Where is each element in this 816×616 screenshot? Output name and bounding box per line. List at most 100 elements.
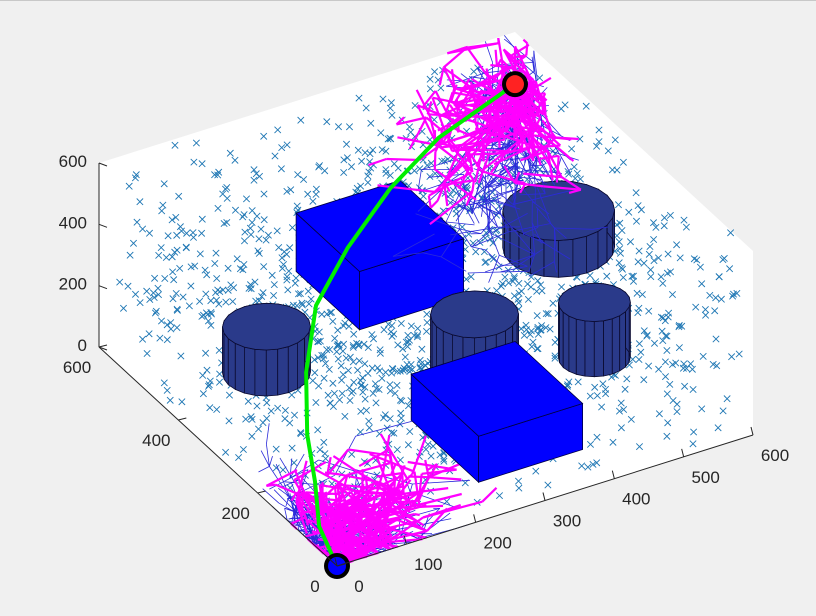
sample-point bbox=[222, 448, 230, 456]
tree-edge bbox=[293, 479, 318, 519]
tree-edge bbox=[457, 130, 482, 150]
sample-point bbox=[627, 415, 635, 423]
sample-point bbox=[604, 147, 612, 155]
sample-point bbox=[538, 287, 546, 295]
sample-point bbox=[361, 383, 369, 391]
tree-edge bbox=[553, 261, 557, 273]
sample-point bbox=[682, 223, 690, 231]
tree-edge bbox=[355, 419, 417, 437]
tree-edge bbox=[531, 56, 535, 72]
tree-edge bbox=[304, 530, 323, 538]
tree-edge bbox=[513, 129, 523, 153]
tree-edge bbox=[414, 513, 420, 517]
x-tick bbox=[611, 470, 615, 479]
sample-point bbox=[495, 492, 504, 500]
tree-edge bbox=[433, 155, 473, 193]
sample-point bbox=[354, 146, 362, 154]
sample-point bbox=[662, 332, 670, 340]
tree-edge bbox=[442, 66, 481, 95]
sample-point bbox=[565, 170, 573, 178]
sample-point bbox=[380, 326, 388, 334]
sample-point bbox=[593, 459, 601, 467]
x-tick-label: 300 bbox=[553, 512, 581, 531]
tree-edge bbox=[428, 476, 462, 481]
sample-point bbox=[534, 277, 542, 285]
tree-edge bbox=[266, 423, 270, 445]
tree-edge bbox=[560, 156, 571, 174]
sample-point bbox=[616, 249, 625, 257]
sample-point bbox=[333, 348, 341, 356]
tree-edge bbox=[396, 116, 427, 126]
sample-point bbox=[517, 287, 526, 295]
sample-point bbox=[621, 385, 629, 393]
tree-edge bbox=[525, 142, 551, 160]
tree-edge bbox=[440, 228, 460, 258]
sample-point bbox=[316, 446, 324, 454]
sample-point bbox=[702, 311, 710, 319]
sample-point bbox=[571, 174, 579, 182]
sample-point bbox=[277, 165, 285, 173]
sample-point bbox=[179, 293, 187, 301]
sample-point bbox=[404, 338, 412, 346]
sample-point bbox=[344, 366, 352, 375]
x-tick-label: 0 bbox=[354, 577, 363, 596]
sample-point bbox=[388, 111, 396, 119]
sample-point bbox=[654, 254, 663, 262]
sample-point bbox=[169, 295, 177, 303]
sample-point bbox=[278, 264, 286, 272]
sample-point bbox=[372, 399, 380, 407]
tree-edge bbox=[530, 106, 536, 125]
tree-edge bbox=[466, 46, 492, 82]
sample-point bbox=[136, 198, 144, 206]
sample-point bbox=[369, 146, 377, 154]
sample-point bbox=[406, 365, 414, 373]
sample-point bbox=[405, 123, 414, 131]
sample-point bbox=[271, 152, 279, 160]
tree-edge bbox=[348, 448, 391, 457]
sample-point bbox=[155, 251, 163, 259]
sample-point bbox=[595, 126, 603, 134]
sample-point bbox=[253, 402, 261, 410]
tree-edge bbox=[492, 131, 510, 146]
sample-point bbox=[203, 366, 211, 374]
tree-edge bbox=[537, 158, 542, 166]
z-tick-label: 400 bbox=[59, 213, 87, 232]
tree-edge bbox=[436, 148, 469, 190]
sample-point bbox=[692, 303, 700, 311]
tree-edge bbox=[418, 177, 462, 193]
tree-edge bbox=[471, 190, 486, 214]
tree-edge bbox=[500, 214, 535, 255]
tree-edge bbox=[457, 212, 460, 230]
sample-point bbox=[288, 224, 296, 232]
sample-point bbox=[260, 216, 268, 224]
sample-point bbox=[390, 429, 398, 437]
sample-point bbox=[349, 341, 357, 350]
tree-edge bbox=[269, 477, 291, 490]
sample-point bbox=[712, 335, 720, 343]
sample-point bbox=[527, 273, 535, 281]
tree-edge bbox=[347, 518, 352, 540]
sample-point bbox=[673, 408, 681, 416]
tree-edge bbox=[420, 513, 430, 540]
sample-point bbox=[284, 286, 292, 294]
tree-edge bbox=[514, 206, 524, 234]
tree-edge bbox=[274, 483, 308, 499]
tree-edge bbox=[530, 136, 536, 147]
window-top-border bbox=[0, 0, 816, 1]
obstacle-cylinder-facet bbox=[287, 342, 298, 394]
sample-point bbox=[309, 377, 317, 385]
sample-point bbox=[205, 381, 213, 389]
sample-point bbox=[680, 216, 688, 224]
z-tick bbox=[98, 223, 108, 228]
sample-point bbox=[676, 254, 684, 262]
sample-point bbox=[551, 338, 559, 346]
sample-point bbox=[315, 163, 323, 171]
obstacle-cylinder-facet bbox=[243, 346, 256, 396]
sample-point bbox=[236, 265, 244, 273]
sample-point bbox=[145, 330, 153, 338]
tree-edge bbox=[269, 455, 273, 467]
sample-point bbox=[294, 290, 303, 298]
sample-point bbox=[390, 160, 398, 168]
sample-point bbox=[258, 292, 266, 301]
